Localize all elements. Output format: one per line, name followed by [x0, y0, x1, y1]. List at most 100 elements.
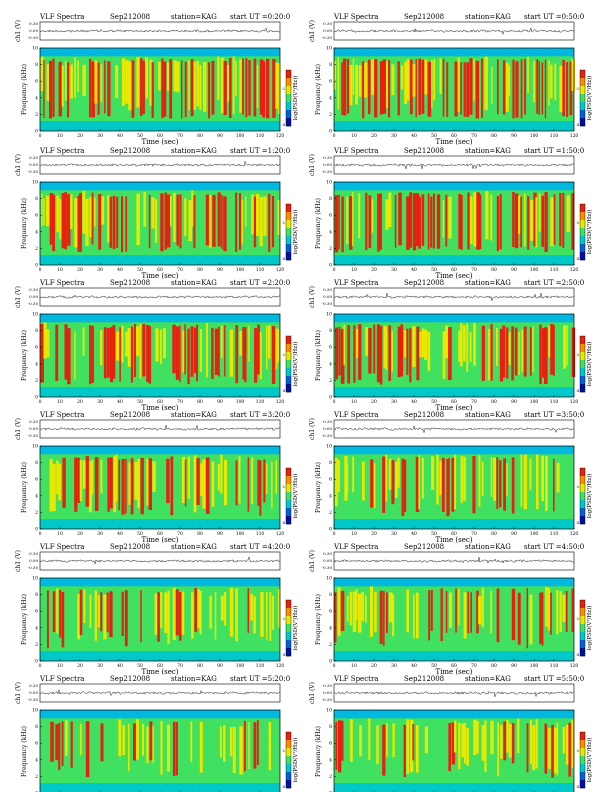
- y-tick-label: 0: [35, 791, 38, 792]
- colorbar-segment: [580, 600, 585, 609]
- x-tick-label: 60: [157, 133, 163, 139]
- sferic-burst: [79, 589, 83, 635]
- colorbar-frame: [285, 467, 292, 525]
- waveform-tick-label: 0.30: [323, 683, 332, 688]
- x-tick-label: 120: [570, 399, 579, 405]
- x-tick-label: 50: [137, 399, 143, 405]
- sferic-burst: [559, 192, 562, 247]
- spectral-band: [199, 590, 202, 635]
- spectral-band: [508, 65, 511, 96]
- sferic-burst: [253, 196, 257, 248]
- waveform-tick-label: 0.30: [323, 155, 332, 160]
- colorbar-segment: [580, 772, 585, 781]
- y-tick-label: 6: [329, 609, 332, 615]
- x-tick-label: 80: [197, 663, 203, 669]
- spectral-band: [256, 65, 259, 109]
- panel-station: station=KAG: [171, 675, 217, 683]
- sferic-burst: [208, 62, 211, 119]
- spectral-band: [46, 64, 49, 102]
- x-tick-label: 60: [157, 399, 163, 405]
- sferic-burst: [244, 720, 246, 772]
- colorbar-tick-label: -2: [576, 353, 579, 357]
- sferic-burst: [217, 192, 221, 247]
- spectral-band: [535, 719, 538, 769]
- spectral-band: [554, 727, 558, 773]
- sferic-burst: [223, 60, 227, 115]
- spectral-band: [463, 325, 466, 362]
- y-tick-label: 2: [329, 774, 332, 780]
- spectral-band: [527, 56, 529, 93]
- x-tick-label: 90: [511, 531, 517, 537]
- colorbar-segment: [286, 468, 291, 477]
- colorbar-tick-label: -4: [282, 521, 286, 525]
- waveform-axis-label: ch1 (V): [309, 418, 316, 440]
- colorbar-segment: [286, 516, 291, 525]
- sferic-burst: [410, 59, 413, 115]
- x-tick-label: 20: [77, 133, 83, 139]
- spectral-band: [229, 329, 234, 377]
- panel-title-prefix: VLF Spectra: [333, 13, 378, 21]
- y-tick-label: 2: [329, 246, 332, 252]
- waveform-axis-label: ch1 (V): [15, 154, 22, 176]
- sferic-burst: [527, 196, 530, 250]
- waveform-tick-label: -0.30: [28, 35, 39, 40]
- sferic-burst: [406, 196, 410, 250]
- sferic-burst: [148, 458, 152, 510]
- sferic-burst: [427, 61, 432, 117]
- spectral-band: [388, 458, 392, 490]
- spectral-band: [160, 592, 163, 629]
- colorbar-label: log(PSD(V²/Hz)): [586, 342, 593, 387]
- y-tick-label: 6: [35, 609, 38, 615]
- sferic-burst: [436, 194, 441, 249]
- spectral-band: [490, 457, 493, 497]
- colorbar-tick-label: -2: [282, 485, 285, 489]
- sferic-burst: [397, 326, 401, 378]
- sferic-burst: [566, 62, 569, 117]
- sferic-burst: [353, 325, 356, 383]
- spectral-band: [484, 56, 488, 111]
- spectral-band: [473, 323, 476, 366]
- y-tick-label: 0: [329, 263, 332, 269]
- spectral-band: [337, 587, 341, 636]
- sferic-burst: [109, 457, 113, 509]
- colorbar-tick-label: -2: [576, 617, 579, 621]
- waveform-tick-label: 0.30: [29, 551, 38, 556]
- colorbar-segment: [580, 376, 585, 385]
- x-tick-label: 50: [137, 663, 143, 669]
- spectral-band: [490, 591, 492, 634]
- spectral-band: [365, 595, 367, 623]
- colorbar-segment: [286, 94, 291, 103]
- y-tick-label: 8: [35, 328, 38, 334]
- y-tick-label: 6: [35, 345, 38, 351]
- sferic-burst: [253, 58, 257, 117]
- spectral-band: [82, 190, 86, 234]
- y-tick-label: 0: [35, 395, 38, 401]
- sferic-burst: [190, 326, 194, 377]
- waveform-tick-label: -0.30: [28, 565, 39, 570]
- y-tick-label: 6: [329, 477, 332, 483]
- sferic-burst: [259, 460, 262, 516]
- spectral-band: [199, 329, 202, 372]
- spectral-band: [227, 65, 230, 102]
- spectral-band: [424, 329, 428, 360]
- waveform-axis-label: ch1 (V): [15, 418, 22, 440]
- sferic-burst: [553, 194, 556, 245]
- spectral-band: [224, 460, 228, 506]
- waveform-trace: [333, 690, 575, 698]
- sferic-burst: [89, 58, 92, 118]
- y-tick-label: 4: [35, 229, 38, 235]
- x-tick-label: 10: [57, 399, 63, 405]
- spectral-band: [155, 199, 158, 243]
- sferic-burst: [490, 324, 493, 381]
- sferic-burst: [64, 324, 68, 380]
- spectral-band: [562, 726, 566, 754]
- spectral-band: [461, 723, 465, 758]
- colorbar-tick-label: -2: [282, 617, 285, 621]
- colorbar-segment: [580, 616, 585, 625]
- spectral-band: [115, 65, 119, 99]
- x-tick-label: 20: [77, 663, 83, 669]
- spectral-band: [535, 197, 538, 248]
- sferic-burst: [454, 61, 458, 117]
- x-tick-label: 90: [217, 267, 223, 273]
- spectral-band: [520, 454, 523, 507]
